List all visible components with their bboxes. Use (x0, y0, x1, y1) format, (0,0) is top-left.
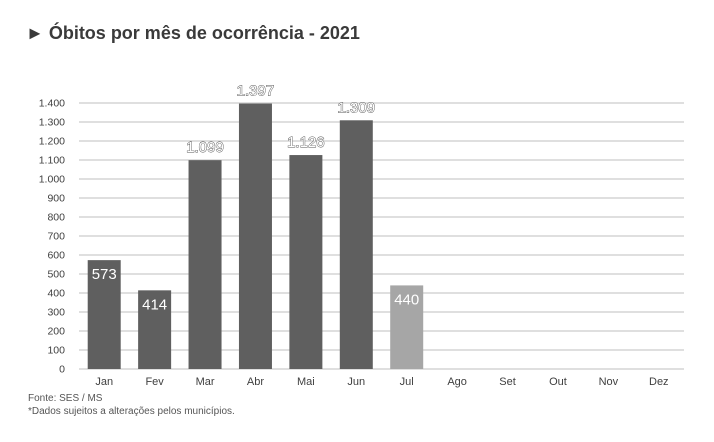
data-disclaimer-note: *Dados sujeitos a alterações pelos munic… (28, 406, 235, 417)
bar (138, 290, 172, 369)
x-tick-label: Jan (95, 376, 113, 388)
data-label: 573 (92, 266, 117, 283)
data-label: 1.126 (287, 134, 325, 151)
y-tick-label: 900 (47, 193, 65, 205)
bar (238, 103, 272, 369)
x-tick-label: Jun (347, 376, 365, 388)
y-tick-label: 0 (59, 364, 65, 376)
y-tick-label: 300 (47, 307, 65, 319)
y-tick-label: 1.400 (39, 98, 65, 110)
x-tick-label: Dez (649, 376, 669, 388)
bar (87, 260, 121, 369)
data-label: 1.099 (186, 139, 224, 156)
y-tick-label: 700 (47, 231, 65, 243)
data-label: 414 (142, 296, 167, 313)
data-label: 1.397 (237, 83, 275, 100)
x-tick-label: Out (549, 376, 567, 388)
y-tick-label: 100 (47, 345, 65, 357)
x-axis-tick-labels: Jan Fev Mar Abr Mai Jun Jul Ago Set Out Nov Dez (95, 376, 668, 388)
x-tick-label: Mar (196, 376, 215, 388)
chart-title: ► Óbitos por mês de ocorrência - 2021 (26, 23, 360, 43)
x-tick-label: Abr (247, 376, 264, 388)
x-tick-label: Jul (400, 376, 414, 388)
y-tick-label: 800 (47, 212, 65, 224)
bars (87, 103, 424, 369)
y-tick-label: 1.300 (39, 117, 65, 129)
y-tick-label: 400 (47, 288, 65, 300)
bar (390, 285, 424, 369)
bar (188, 160, 222, 369)
x-tick-label: Set (499, 376, 516, 388)
gridlines (79, 102, 684, 370)
y-tick-label: 200 (47, 326, 65, 338)
y-axis-tick-labels: 0 100 200 300 400 500 600 700 800 900 1.000 1.100 1.… (39, 98, 65, 376)
y-tick-label: 1.200 (39, 136, 65, 148)
source-note: Fonte: SES / MS (28, 393, 103, 404)
x-tick-label: Mai (297, 376, 315, 388)
x-tick-label: Ago (447, 376, 467, 388)
data-label: 1.309 (338, 99, 376, 116)
y-tick-label: 1.000 (39, 174, 65, 186)
y-tick-label: 1.100 (39, 155, 65, 167)
x-tick-label: Nov (599, 376, 619, 388)
bar (339, 120, 373, 369)
bar (289, 155, 323, 369)
y-tick-label: 500 (47, 269, 65, 281)
y-tick-label: 600 (47, 250, 65, 262)
data-labels: 573 414 1.099 1.397 1.126 1.309 440 (92, 82, 420, 313)
data-label: 440 (394, 291, 419, 308)
x-tick-label: Fev (145, 376, 164, 388)
